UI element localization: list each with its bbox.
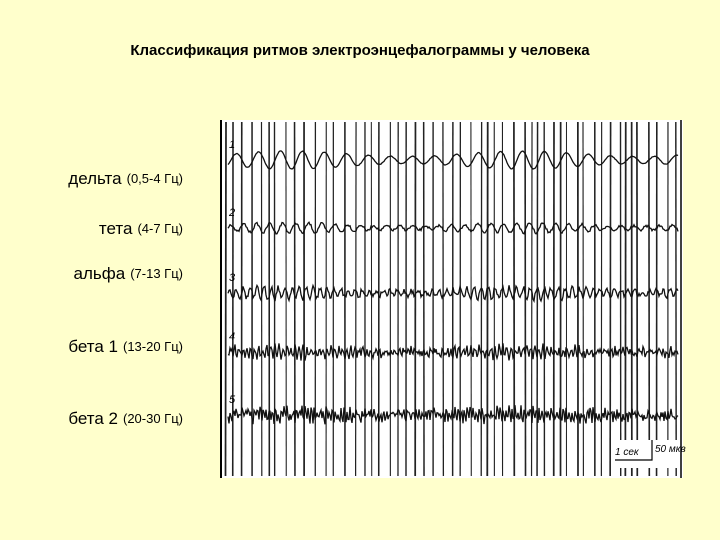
trace-number: 5 <box>229 394 236 406</box>
eeg-trace <box>227 343 679 361</box>
rhythm-name: дельта <box>68 169 122 188</box>
rhythm-name: тета <box>99 219 133 238</box>
rhythm-range: (4-7 Гц) <box>137 221 183 236</box>
scale-time: 1 сек <box>615 447 640 458</box>
rhythm-name: бета 1 <box>68 337 118 356</box>
rhythm-name: альфа <box>74 264 126 283</box>
rhythm-label: дельта (0,5-4 Гц) <box>68 169 183 188</box>
rhythm-range: (13-20 Гц) <box>123 339 183 354</box>
rhythm-range: (20-30 Гц) <box>123 411 183 426</box>
scale-bar <box>615 440 653 461</box>
rhythm-name: бета 2 <box>68 409 118 428</box>
eeg-trace <box>227 221 679 235</box>
trace-number: 1 <box>229 139 235 151</box>
rhythm-label: бета 2 (20-30 Гц) <box>68 409 183 428</box>
rhythm-label: тета (4-7 Гц) <box>99 219 183 238</box>
scale-amplitude: 50 мкв <box>655 444 686 455</box>
eeg-trace <box>227 283 679 304</box>
slide-title: Классификация ритмов электроэнцефалограм… <box>130 42 590 59</box>
rhythm-label: бета 1 (13-20 Гц) <box>68 337 183 356</box>
rhythm-label: альфа (7-13 Гц) <box>74 264 183 283</box>
trace-number: 4 <box>229 331 235 343</box>
eeg-trace <box>227 150 679 170</box>
trace-number: 3 <box>229 272 236 284</box>
trace-number: 2 <box>228 207 235 219</box>
rhythm-range: (7-13 Гц) <box>130 266 183 281</box>
eeg-trace <box>227 405 679 425</box>
scale-box <box>612 440 680 468</box>
rhythm-range: (0,5-4 Гц) <box>127 171 183 186</box>
